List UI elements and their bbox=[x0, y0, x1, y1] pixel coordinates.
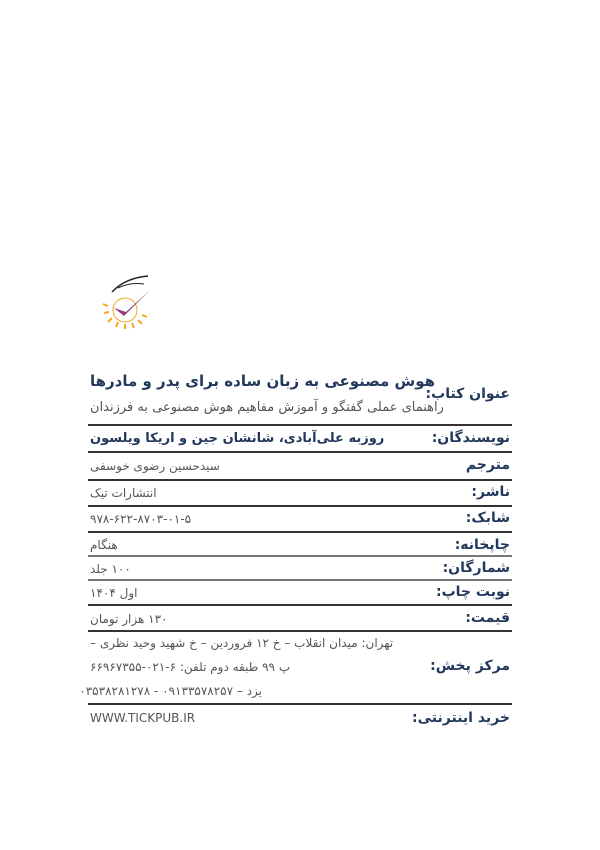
book-title: هوش مصنوعی به زبان ساده برای پدر و مادره… bbox=[90, 372, 436, 390]
book-subtitle: راهنمای عملی گفتگو و آموزش مفاهیم هوش مص… bbox=[90, 400, 444, 415]
authors-label: نویسندگان: bbox=[431, 430, 510, 446]
divider bbox=[88, 703, 512, 705]
printer-label: چاپخانه: bbox=[454, 537, 510, 553]
divider bbox=[88, 451, 512, 453]
print-run-label: شمارگان: bbox=[442, 560, 510, 576]
distribution-line: یزد – ۰۹۱۳۳۵۷۸۲۵۷ - ۰۳۵۳۸۲۸۱۲۷۸ bbox=[79, 684, 262, 698]
print-run-value: ۱۰۰ جلد bbox=[90, 562, 131, 576]
distribution-line: پ ۹۹ طبقه دوم تلفن: ۶-۰۲۱-۶۶۹۶۷۳۵۵ bbox=[90, 660, 291, 674]
translator-value: سیدحسین رضوی خوسفی bbox=[90, 459, 220, 473]
distribution-label: مرکز پخش: bbox=[430, 658, 510, 674]
divider bbox=[88, 630, 512, 632]
isbn-value: ۹۷۸-۶۲۲-۸۷۰۳-۰۱-۵ bbox=[90, 512, 192, 526]
price-value: ۱۳۰ هزار تومان bbox=[90, 612, 168, 626]
isbn-label: شابک: bbox=[465, 510, 510, 526]
price-label: قیمت: bbox=[465, 610, 510, 626]
printer-value: هنگام bbox=[90, 538, 118, 552]
edition-label: نوبت چاپ: bbox=[436, 584, 510, 600]
divider bbox=[88, 531, 512, 533]
divider bbox=[88, 555, 512, 557]
translator-label: مترجم bbox=[465, 457, 510, 473]
edition-value: اول ۱۴۰۴ bbox=[90, 586, 138, 600]
authors-value: روزبه علی‌آبادی، شانشان جین و اریکا ویلس… bbox=[90, 431, 385, 446]
online-purchase-label: خرید اینترنتی: bbox=[412, 710, 510, 726]
distribution-line: تهران: میدان انقلاب – خ ۱۲ فروردین – خ ش… bbox=[90, 636, 394, 650]
divider bbox=[88, 579, 512, 581]
publisher-logo bbox=[100, 268, 160, 330]
website-link[interactable]: WWW.TICKPUB.IR bbox=[90, 711, 196, 725]
divider bbox=[88, 479, 512, 481]
book-title-label: عنوان کتاب: bbox=[425, 386, 510, 402]
divider bbox=[88, 505, 512, 507]
divider bbox=[88, 424, 512, 426]
publisher-label: ناشر: bbox=[471, 484, 510, 500]
tick-logo-icon bbox=[102, 275, 150, 329]
divider bbox=[88, 604, 512, 606]
publisher-value: انتشارات تیک bbox=[90, 486, 157, 500]
